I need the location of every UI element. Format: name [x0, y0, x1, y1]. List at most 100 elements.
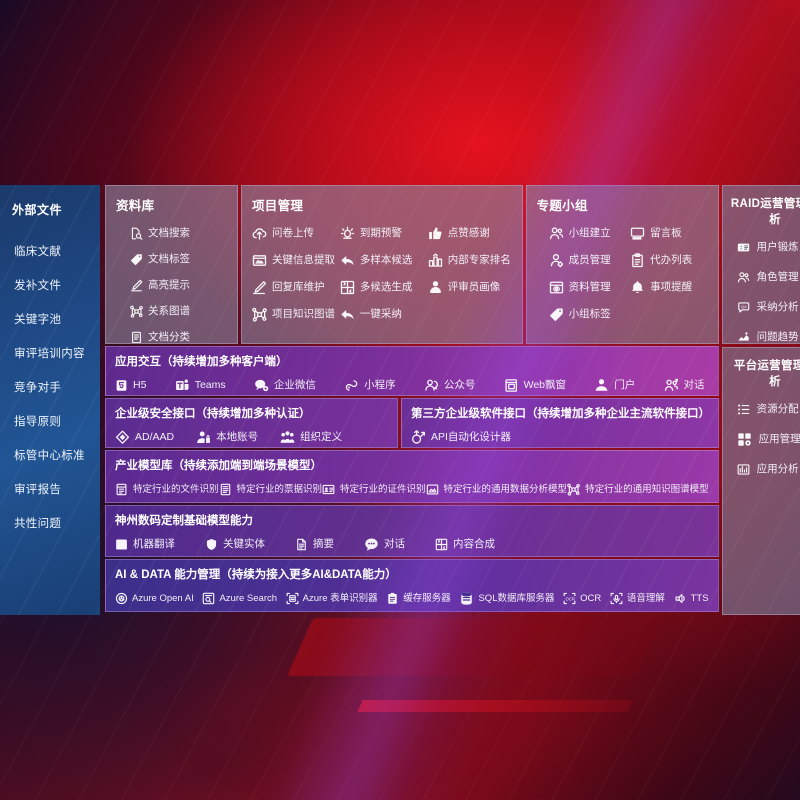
item-highlight-hint[interactable]: 高亮提示 — [130, 275, 227, 296]
item-message-board[interactable]: 留言板 — [630, 223, 708, 244]
item-ad-aad[interactable]: AD/AAD — [115, 427, 175, 447]
item-dialogue[interactable]: 对话 — [664, 375, 705, 395]
sidebar-item-review-training[interactable]: 审评培训内容 — [14, 348, 85, 360]
item-file-recognition[interactable]: 特定行业的文件识别 — [115, 479, 219, 500]
item-teams[interactable]: Teams — [175, 375, 226, 395]
item-document-tag[interactable]: 文档标签 — [130, 249, 227, 270]
item-thumbs-up-thanks[interactable]: 点赞感谢 — [428, 223, 512, 244]
official-account-icon — [424, 378, 439, 393]
item-resource-allocation[interactable]: 资源分配 — [737, 399, 800, 420]
item-form-recognizer[interactable]: Azure 表单识别器 — [286, 588, 378, 609]
item-label: 特定行业的证件识别 — [340, 483, 426, 495]
sidebar-item-clinical-literature[interactable]: 临床文献 — [14, 246, 62, 258]
graph-network-icon — [567, 483, 580, 496]
item-application-management[interactable]: 应用管理 — [737, 429, 800, 450]
item-official-account[interactable]: 公众号 — [424, 375, 475, 395]
item-questionnaire-upload[interactable]: 问卷上传 — [252, 223, 336, 244]
item-label: 采纳分析 — [756, 301, 799, 314]
item-group-create[interactable]: 小组建立 — [549, 223, 627, 244]
item-multi-sample-candidate[interactable]: 多样本候选 — [340, 250, 424, 271]
item-dialogue[interactable]: 对话 — [364, 534, 405, 555]
item-organization-define[interactable]: 组织定义 — [280, 427, 342, 447]
item-api-designer[interactable]: API自动化设计器 — [411, 427, 511, 447]
item-key-info-extract[interactable]: 关键信息提取 — [252, 250, 336, 271]
item-id-card-recognition[interactable]: 特定行业的证件识别 — [322, 479, 426, 500]
interface-row: 企业级安全接口（持续增加多种认证） AD/AAD 本地账号 组织定义 — [105, 398, 719, 448]
sidebar-item-keyword-pool[interactable]: 关键字池 — [14, 314, 62, 326]
item-application-analysis[interactable]: 应用分析 — [737, 459, 800, 480]
panel-library-title: 资料库 — [116, 199, 155, 213]
item-document-classify[interactable]: 文档分类 — [130, 327, 227, 343]
item-label: 关系图谱 — [148, 305, 190, 318]
item-summary[interactable]: 摘要 — [295, 534, 334, 555]
item-data-analysis-model[interactable]: 特定行业的通用数据分析模型 — [426, 479, 567, 500]
sidebar-item-common-issues[interactable]: 共性问题 — [14, 518, 62, 530]
panel-project-title: 项目管理 — [252, 199, 304, 213]
item-multi-candidate-generate[interactable]: 多候选生成 — [340, 277, 424, 298]
item-label: 门户 — [614, 379, 636, 392]
item-azure-open-ai[interactable]: Azure Open AI — [115, 588, 194, 609]
item-sql-database-server[interactable]: SQL数据库服务器 — [459, 588, 554, 609]
item-label: 用户锻炼 — [756, 241, 799, 254]
item-miniprogram[interactable]: 小程序 — [344, 375, 396, 395]
item-local-account[interactable]: 本地账号 — [196, 427, 258, 447]
item-role-management[interactable]: 角色管理 — [737, 267, 800, 288]
background-shape-a — [287, 618, 663, 676]
item-portal[interactable]: 门户 — [594, 375, 636, 395]
item-label: AD/AAD — [135, 431, 175, 444]
item-h5[interactable]: H5 — [115, 375, 146, 395]
item-project-knowledge-graph[interactable]: 项目知识图谱 — [252, 304, 336, 325]
background-glow — [170, 640, 630, 800]
item-reviewer-profile[interactable]: 评审员画像 — [428, 277, 512, 298]
item-wecom[interactable]: 企业微信 — [254, 375, 316, 395]
cloud-upload-icon — [252, 226, 267, 241]
item-label: 应用分析 — [756, 463, 799, 476]
sidebar-item-guidelines[interactable]: 指导原则 — [14, 416, 62, 428]
local-account-icon — [196, 430, 211, 445]
item-member-management[interactable]: 成员管理 — [549, 250, 627, 271]
item-user-training[interactable]: 用户锻炼 — [737, 237, 800, 258]
item-issue-trend[interactable]: 问题趋势 — [737, 327, 800, 343]
item-ocr[interactable]: OCR OCR — [563, 588, 601, 609]
right-analysis-column: RAID运营管理分析 用户锻炼 角色管理 QA 采纳分析 — [719, 185, 800, 615]
item-label: 摘要 — [313, 538, 334, 551]
item-adoption-analysis[interactable]: QA 采纳分析 — [737, 297, 800, 318]
panel-project-items: 问卷上传 到期预警 点赞感谢 关键信息提取 — [252, 223, 512, 325]
middle-region: 资料库 文档搜索 文档标签 高亮提示 — [100, 185, 719, 615]
item-azure-search[interactable]: Azure Search — [202, 588, 277, 609]
item-label: 对话 — [384, 538, 405, 551]
sidebar-item-supplement-files[interactable]: 发补文件 — [14, 280, 62, 292]
api-designer-icon — [411, 430, 426, 445]
cache-server-icon — [386, 592, 399, 605]
data-analysis-icon — [426, 483, 439, 496]
item-group-tag[interactable]: 小组标签 — [549, 304, 627, 325]
user-card-icon — [737, 241, 750, 254]
item-speech-understanding[interactable]: 语音理解 — [610, 588, 665, 609]
item-task-reminder[interactable]: 事项提醒 — [630, 277, 708, 298]
item-todo-list[interactable]: 代办列表 — [630, 250, 708, 271]
sidebar-item-review-report[interactable]: 审评报告 — [14, 484, 62, 496]
item-web-popup[interactable]: Web飘窗 — [504, 375, 566, 395]
item-internal-expert-rank[interactable]: 内部专家排名 — [428, 250, 512, 271]
item-expiry-warning[interactable]: 到期预警 — [340, 223, 424, 244]
item-knowledge-graph-model[interactable]: 特定行业的通用知识图谱模型 — [567, 479, 709, 500]
item-one-click-adopt[interactable]: 一键采纳 — [340, 304, 424, 325]
item-key-entity[interactable]: A 关键实体 — [205, 534, 265, 555]
item-cache-server[interactable]: 缓存服务器 — [386, 588, 451, 609]
sidebar-item-standards-center[interactable]: 标管中心标准 — [14, 450, 85, 462]
item-label: 一键采纳 — [359, 308, 402, 321]
item-receipt-recognition[interactable]: 特定行业的票据识别 — [219, 479, 322, 500]
item-label: 点赞感谢 — [447, 227, 490, 240]
item-content-synthesis[interactable]: 内容合成 — [435, 534, 495, 555]
item-label: TTS — [690, 592, 709, 604]
sidebar-item-competitors[interactable]: 竞争对手 — [14, 382, 62, 394]
item-relation-graph[interactable]: 关系图谱 — [130, 301, 227, 322]
item-document-search[interactable]: 文档搜索 — [130, 223, 227, 244]
highlight-pen-icon — [130, 279, 143, 292]
extract-frame-icon — [252, 253, 267, 268]
item-tts[interactable]: TTS — [674, 588, 709, 609]
item-reply-library-maintain[interactable]: 回复库维护 — [252, 277, 336, 298]
item-material-management[interactable]: 资料管理 — [549, 277, 627, 298]
